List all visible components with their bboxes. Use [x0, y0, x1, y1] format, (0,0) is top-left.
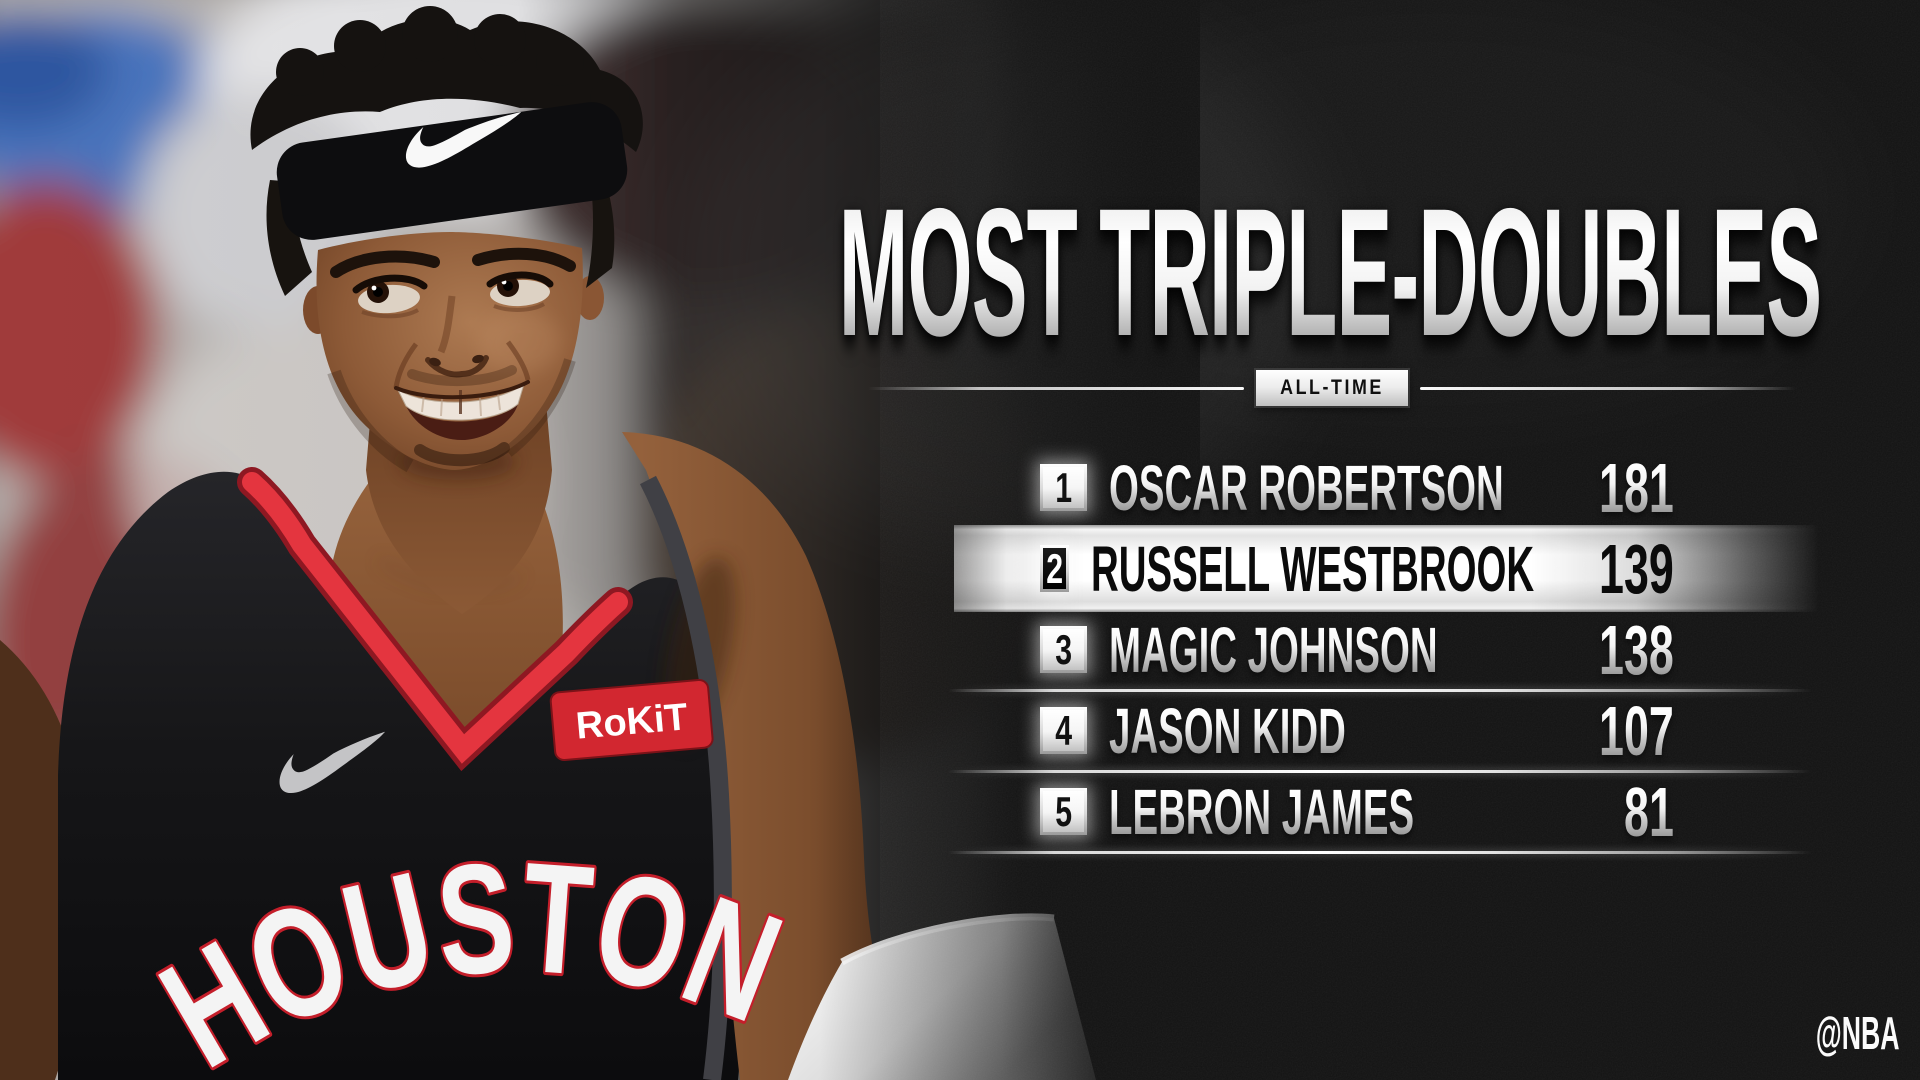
row-divider: [948, 689, 1830, 692]
player-value: 138: [1599, 610, 1674, 689]
rank-badge: 2: [1040, 545, 1070, 592]
rank-badge: 4: [1040, 707, 1087, 754]
watermark-label: @NBA: [1816, 1007, 1900, 1059]
divider-line-right: [1420, 386, 1797, 390]
player-name-cell: RUSSELL WESTBROOK: [1091, 532, 1829, 606]
player-name: RUSSELL WESTBROOK: [1091, 532, 1535, 605]
leaderboard-row: 5 LEBRON JAMES 81: [948, 771, 1830, 854]
player-value-cell: 139: [1557, 529, 1674, 609]
player-value: 181: [1599, 448, 1674, 527]
divider-line-left: [868, 386, 1245, 390]
player-value-cell: 181: [1557, 448, 1674, 528]
row-divider: [948, 770, 1830, 773]
page-title: MOST TRIPLE-DOUBLES: [839, 167, 1822, 377]
rokit-patch-label: RoKiT: [574, 696, 689, 748]
right-ear: [576, 276, 604, 320]
rank-badge-inner: 1: [1043, 464, 1084, 511]
player-value: 107: [1599, 691, 1674, 770]
rank-badge-inner: 3: [1043, 626, 1084, 673]
rank-badge-inner: 4: [1043, 707, 1084, 754]
face-features: [327, 247, 576, 473]
cheek-highlight: [478, 310, 562, 374]
highlight-band: [954, 525, 1828, 612]
player-value: 81: [1624, 772, 1674, 851]
row-divider: [948, 851, 1830, 854]
alltime-divider: ALL-TIME: [868, 370, 1797, 406]
rank-label: 4: [1055, 706, 1072, 754]
leaderboard: 1 OSCAR ROBERTSON 181 2 RUSSELL WESTBROO…: [948, 447, 1830, 854]
player-name-cell: OSCAR ROBERTSON: [1109, 451, 1767, 525]
player-name: JASON KIDD: [1109, 694, 1346, 767]
left-eyebrow: [330, 250, 440, 278]
leaderboard-row: 2 RUSSELL WESTBROOK 139: [954, 525, 1828, 612]
rank-label: 1: [1055, 463, 1072, 511]
player-value-cell: 138: [1557, 610, 1674, 690]
headband: [276, 102, 628, 240]
player-value-cell: 81: [1596, 772, 1674, 852]
eyes: [352, 271, 554, 319]
alltime-badge: ALL-TIME: [1256, 370, 1408, 406]
title-block: MOST TRIPLE-DOUBLES: [830, 170, 1830, 374]
player-name-cell: MAGIC JOHNSON: [1109, 613, 1657, 687]
rank-label: 2: [1046, 544, 1064, 592]
alltime-badge-label: ALL-TIME: [1280, 376, 1384, 399]
player-name-cell: LEBRON JAMES: [1109, 775, 1618, 849]
player-value-cell: 107: [1557, 691, 1674, 771]
leaderboard-row: 4 JASON KIDD 107: [948, 690, 1830, 773]
player-name: OSCAR ROBERTSON: [1109, 451, 1504, 524]
leaderboard-row: 3 MAGIC JOHNSON 138: [948, 609, 1830, 692]
rank-badge-inner: 2: [1043, 545, 1067, 592]
nose: [425, 295, 489, 378]
player-name: MAGIC JOHNSON: [1109, 613, 1438, 686]
jersey-neck-trim-top: [242, 472, 628, 764]
smile: [393, 340, 531, 440]
leaderboard-row: 1 OSCAR ROBERTSON 181: [958, 447, 1810, 528]
jersey: [58, 471, 749, 1080]
facial-hair: [327, 358, 576, 473]
player-name-cell: JASON KIDD: [1109, 694, 1504, 768]
jersey-armhole-edge: [640, 475, 732, 1080]
rank-label: 5: [1055, 787, 1072, 835]
rank-label: 3: [1055, 625, 1072, 673]
player-value: 139: [1599, 529, 1674, 608]
rokit-patch: RoKiT: [549, 678, 714, 761]
watermark: @NBA: [1755, 1006, 1900, 1060]
player-name: LEBRON JAMES: [1109, 775, 1415, 848]
right-eyebrow: [472, 247, 576, 272]
rank-badge: 3: [1040, 626, 1087, 673]
rank-badge: 5: [1040, 788, 1087, 835]
rank-badge: 1: [1040, 464, 1087, 511]
rank-badge-inner: 5: [1043, 788, 1084, 835]
